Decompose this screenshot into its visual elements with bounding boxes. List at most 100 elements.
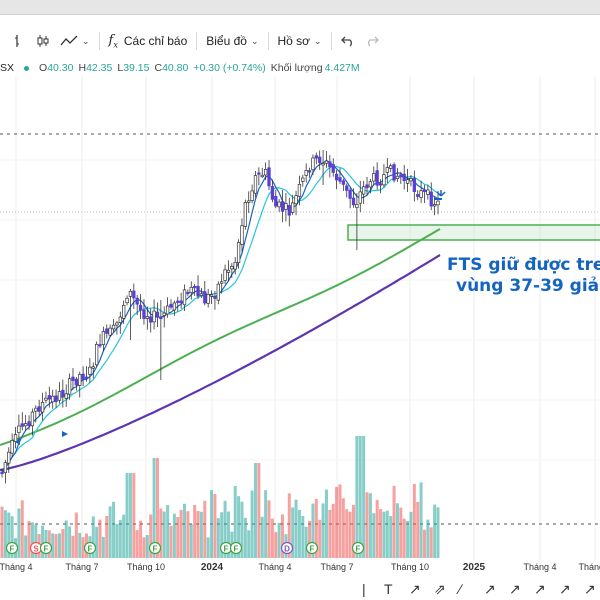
candle-body [399,174,403,178]
text-tool-icon[interactable]: T [384,581,393,597]
candle-body [389,165,393,169]
volume-bar [71,535,75,558]
volume-bar [436,507,440,558]
chart-menu-button[interactable]: Biểu đồ ⌄ [201,29,263,53]
line-chart-icon[interactable]: ⌄ [55,29,95,53]
candle-body [101,331,106,345]
candle-body [422,189,427,193]
candle-body [409,178,413,182]
annotation-line-2[interactable]: vùng 37-39 giải [456,276,600,296]
candle-body [287,205,291,216]
fib-tool-icon[interactable]: ↗ [484,581,496,597]
candle-body [328,161,332,168]
trend-angle-tool-icon[interactable]: ↗ [409,581,421,597]
open-label: O [39,62,48,74]
event-marker[interactable] [5,541,19,555]
candle-body [17,425,21,433]
candle-body [30,411,35,427]
volume-bar [166,505,170,558]
candles-icon[interactable] [31,29,55,53]
candle-body [13,434,18,442]
volume-bar [426,519,430,558]
ray-tool-icon[interactable]: ↗ [509,581,521,597]
volume-bar [301,516,305,558]
event-marker-label: F [356,545,361,554]
support-zone-box[interactable] [347,224,600,241]
bar-style-icon[interactable] [0,29,31,53]
event-marker[interactable] [148,541,162,555]
volume-bar [17,508,21,558]
undo-button[interactable] [336,29,360,53]
candle-body [182,289,187,306]
candle-body [236,242,241,264]
candle-body [10,440,14,454]
candle-body [378,183,383,186]
candle-body [71,376,75,381]
volume-bar [389,516,393,558]
candle-body [324,160,329,164]
event-marker[interactable] [351,541,365,555]
low-value: 39.15 [123,62,150,74]
event-marker-label: F [88,545,93,554]
volume-bar [355,436,359,558]
candle-body [169,303,173,308]
candle-body [81,373,85,380]
event-marker[interactable] [83,541,97,555]
line-tool-icon[interactable]: ∕ [459,581,462,597]
event-marker[interactable] [280,541,294,555]
event-marker-label: F [10,545,15,554]
volume-bar [358,436,362,558]
event-marker[interactable] [39,541,53,555]
candle-body [179,300,183,304]
volume-bar [125,473,129,558]
high-value: 42.35 [86,62,113,74]
more-tools-icon[interactable]: ↗ [584,581,596,597]
profile-menu-button[interactable]: Hồ sơ ⌄ [273,29,327,53]
candle-body [412,178,416,193]
volume-bar [155,458,159,558]
event-marker-label: D [284,545,290,554]
chevron-down-icon: ⌄ [250,35,259,46]
trend-tool-icon[interactable]: ↗ [559,581,571,597]
volume-bar [281,514,285,558]
measure-tool-icon[interactable]: ⇗ [434,581,446,597]
volume-bar [226,511,230,558]
volume-bar [362,436,366,558]
arrow-tool-icon[interactable]: ↗ [534,581,546,597]
market-status-dot [24,65,30,71]
volume-bar [91,516,95,558]
volume-bar [135,530,139,558]
candle-body [263,168,268,176]
candle-body [155,311,160,318]
candle-body [395,175,400,179]
drawing-tool-divider: | [362,581,366,597]
candle-body [338,177,342,182]
event-marker[interactable] [229,541,243,555]
volume-bar [122,514,126,558]
close-label: C [154,62,163,74]
volume-bar [345,509,349,558]
candle-body [118,316,122,323]
candle-body [189,287,193,293]
event-marker-label: S [33,545,39,554]
volume-bar [240,501,244,558]
candle-body [37,406,41,412]
volume-bar [409,511,413,558]
chevron-down-icon: ⌄ [314,35,322,46]
candle-body [402,173,406,182]
redo-button[interactable] [360,29,384,53]
volume-label: Khối lượng [270,62,323,74]
symbol-label[interactable]: SX [0,62,15,74]
volume-bar [98,519,102,558]
annotation-line-1[interactable]: FTS giữ được tre [447,255,600,275]
candle-body [3,462,8,474]
candle-body [331,164,335,173]
candle-body [230,266,234,270]
candle-body [206,294,210,304]
indicators-button[interactable]: fx Các chỉ báo [104,29,193,53]
event-marker[interactable] [305,541,319,555]
candle-body [365,184,369,189]
volume-bar [210,490,214,558]
